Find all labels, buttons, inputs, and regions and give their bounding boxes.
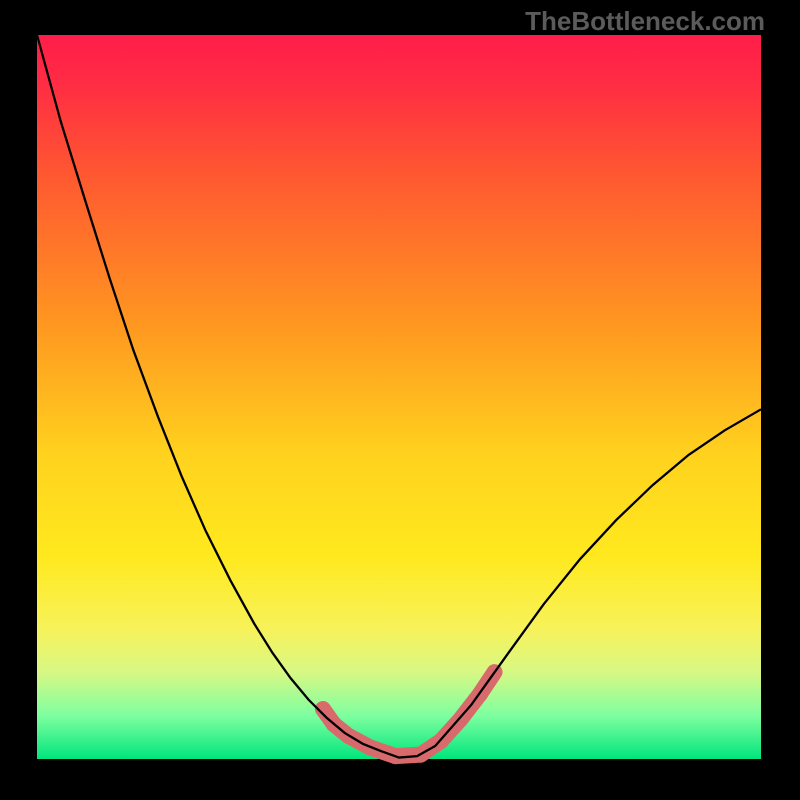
- plot-area: [37, 35, 761, 759]
- watermark-text: TheBottleneck.com: [525, 6, 765, 37]
- chart-svg: [37, 35, 761, 759]
- chart-frame: TheBottleneck.com: [0, 0, 800, 800]
- gradient-background: [37, 35, 761, 759]
